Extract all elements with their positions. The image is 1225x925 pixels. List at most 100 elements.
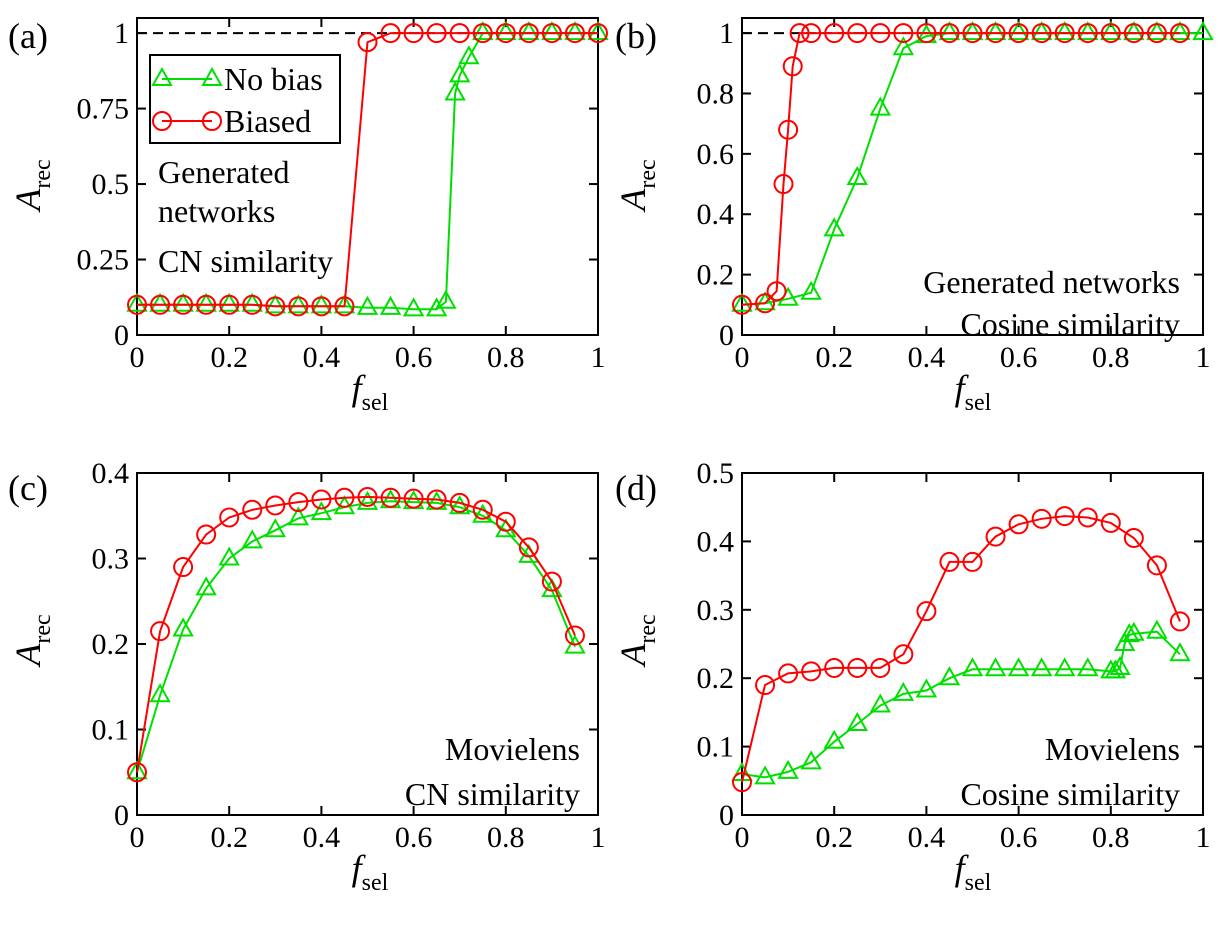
data-point-triangle	[172, 617, 194, 637]
annotation-text: Cosine similarity	[960, 776, 1180, 812]
data-point-circle	[472, 23, 493, 44]
data-point-circle	[985, 526, 1006, 547]
data-point-triangle	[869, 693, 892, 713]
y-tick-label: 1	[114, 17, 129, 50]
y-tick-label: 1	[719, 17, 734, 50]
y-tick-label: 0.75	[77, 93, 130, 126]
data-point-triangle	[1030, 657, 1053, 677]
x-tick-label: 1	[591, 821, 606, 854]
data-point-circle	[732, 772, 752, 793]
data-point-circle	[173, 557, 194, 578]
data-point-circle	[564, 625, 585, 646]
panel-d: 0 0.2 0.4 0.6 0.8 1 0 0.1 0.2 0.3 0.4 0.5 fsel Arec (d…	[613, 457, 1211, 896]
data-point-triangle	[754, 291, 776, 311]
x-axis-label-sub: sel	[965, 390, 992, 416]
y-tick-label: 0	[719, 319, 734, 352]
data-point-triangle	[379, 295, 402, 315]
panel-b: 0 0.2 0.4 0.6 0.8 1 0 0.2 0.4 0.6 0.8 1 fsel Arec (b) G…	[613, 16, 1214, 416]
y-axis-label-group: Arec	[8, 614, 56, 667]
data-point-triangle	[1169, 642, 1191, 662]
y-tick-label: 0.4	[697, 525, 735, 558]
data-point-triangle	[961, 21, 984, 41]
data-point-triangle	[1053, 21, 1076, 41]
data-point-circle	[1146, 555, 1167, 576]
data-point-circle	[847, 23, 868, 44]
data-point-circle	[380, 487, 401, 508]
data-point-circle	[755, 675, 776, 696]
y-tick-label: 0.2	[697, 662, 735, 695]
y-axis-label-group: Arec	[613, 159, 661, 212]
data-point-circle	[150, 621, 171, 642]
data-point-triangle	[823, 217, 845, 237]
data-point-circle	[173, 294, 194, 315]
series-line-biased	[741, 515, 1181, 783]
data-point-triangle	[892, 681, 915, 701]
data-point-circle	[518, 23, 539, 44]
data-point-triangle	[1118, 623, 1140, 643]
data-point-circle	[916, 23, 937, 44]
x-tick-label: 0.2	[210, 341, 248, 374]
y-axis-label: Arec	[613, 614, 661, 667]
data-point-triangle	[444, 81, 466, 101]
data-point-triangle	[915, 678, 938, 698]
data-point-triangle	[1030, 21, 1053, 41]
y-tick-label: 0.8	[697, 77, 735, 110]
data-point-circle	[778, 663, 799, 684]
plot-frame	[741, 17, 1204, 336]
data-point-triangle	[869, 96, 892, 116]
y-tick-label: 0	[114, 799, 129, 832]
x-tick-label: 0.4	[303, 821, 341, 854]
data-point-circle	[1169, 23, 1190, 44]
data-point-circle	[870, 23, 891, 44]
data-point-triangle	[984, 657, 1007, 677]
data-point-circle	[403, 488, 424, 509]
y-axis-label-group: Arec	[613, 614, 661, 667]
data-point-circle	[1077, 23, 1098, 44]
data-point-triangle	[1146, 619, 1168, 639]
data-point-circle	[985, 23, 1006, 44]
data-point-triangle	[264, 294, 287, 314]
data-point-triangle	[800, 280, 822, 300]
data-point-triangle	[458, 45, 480, 65]
data-point-triangle	[777, 759, 799, 779]
x-axis-label: fsel	[352, 848, 389, 896]
data-point-triangle	[287, 506, 310, 526]
data-point-circle	[403, 23, 424, 44]
annotation-text: CN similarity	[405, 776, 580, 812]
plot-frame	[136, 17, 599, 336]
data-point-circle	[588, 23, 608, 44]
data-point-circle	[778, 119, 799, 140]
y-tick-label: 0.5	[697, 457, 735, 490]
x-axis-label-sub: sel	[362, 870, 389, 896]
x-axis-label: fsel	[955, 368, 992, 416]
data-point-triangle	[1053, 657, 1076, 677]
annotation-text: Movielens	[1045, 731, 1180, 767]
data-point-circle	[939, 551, 960, 572]
data-point-triangle	[172, 292, 194, 312]
data-point-circle	[1031, 508, 1052, 529]
data-point-triangle	[823, 729, 845, 749]
x-tick-label: 0.2	[815, 821, 853, 854]
x-axis-label: fsel	[352, 368, 389, 416]
data-point-triangle	[541, 578, 563, 598]
y-axis-label-sub: rec	[635, 614, 661, 643]
data-point-triangle	[587, 21, 609, 41]
data-point-circle	[939, 23, 960, 44]
x-tick-label: 0.6	[1000, 341, 1038, 374]
legend-marker-circle	[152, 111, 172, 131]
x-tick-label: 0.2	[210, 821, 248, 854]
data-point-circle	[426, 489, 447, 510]
x-tick-label: 0.6	[1000, 821, 1038, 854]
data-point-triangle	[731, 292, 753, 312]
data-point-circle	[1054, 506, 1075, 527]
data-point-circle	[824, 657, 845, 678]
data-point-triangle	[195, 292, 217, 312]
panel-label: (b)	[615, 16, 657, 56]
data-point-triangle	[241, 292, 263, 312]
data-point-circle	[1031, 23, 1052, 44]
data-point-circle	[1077, 507, 1098, 528]
y-tick-label: 0	[719, 799, 734, 832]
data-point-circle	[219, 294, 240, 315]
x-tick-label: 0.6	[395, 821, 433, 854]
